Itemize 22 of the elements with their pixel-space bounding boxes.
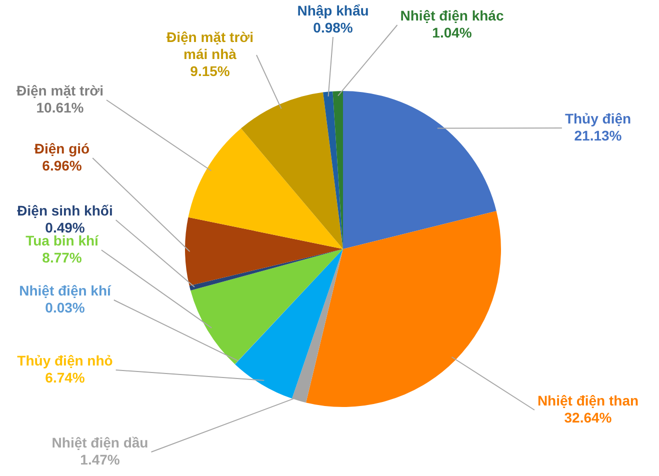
slice-label: Điện mặt trời	[16, 82, 104, 98]
slice-label: Nhiệt điện dầu	[52, 434, 148, 450]
slice-label: Điện mặt trời mái nhà	[166, 28, 254, 62]
slice-label: Nhiệt điện khác	[400, 7, 504, 24]
slice-label: Nhập khẩu	[297, 2, 369, 18]
data-label: 0.03%	[45, 299, 86, 316]
slice-label: Nhiệt điện than	[537, 392, 639, 408]
data-label: 8.77%	[42, 249, 82, 266]
data-label: 21.13%	[574, 127, 622, 144]
data-label: 32.64%	[564, 409, 612, 426]
data-label: 0.98%	[313, 19, 354, 36]
data-label: 1.47%	[80, 451, 120, 468]
slice-label: Thủy điện	[564, 110, 632, 126]
data-label: 6.74%	[45, 369, 86, 386]
data-label: 10.61%	[36, 99, 84, 116]
slice-label: Điện sinh khối	[17, 202, 113, 218]
slice-label: Điện gió	[34, 140, 90, 156]
slice-label: Nhiệt điện khí	[19, 282, 112, 298]
data-label: 1.04%	[432, 24, 472, 40]
data-label: 9.15%	[190, 62, 230, 79]
data-label: 6.96%	[42, 157, 82, 174]
slice-label: Thủy điện nhỏ	[17, 352, 113, 368]
